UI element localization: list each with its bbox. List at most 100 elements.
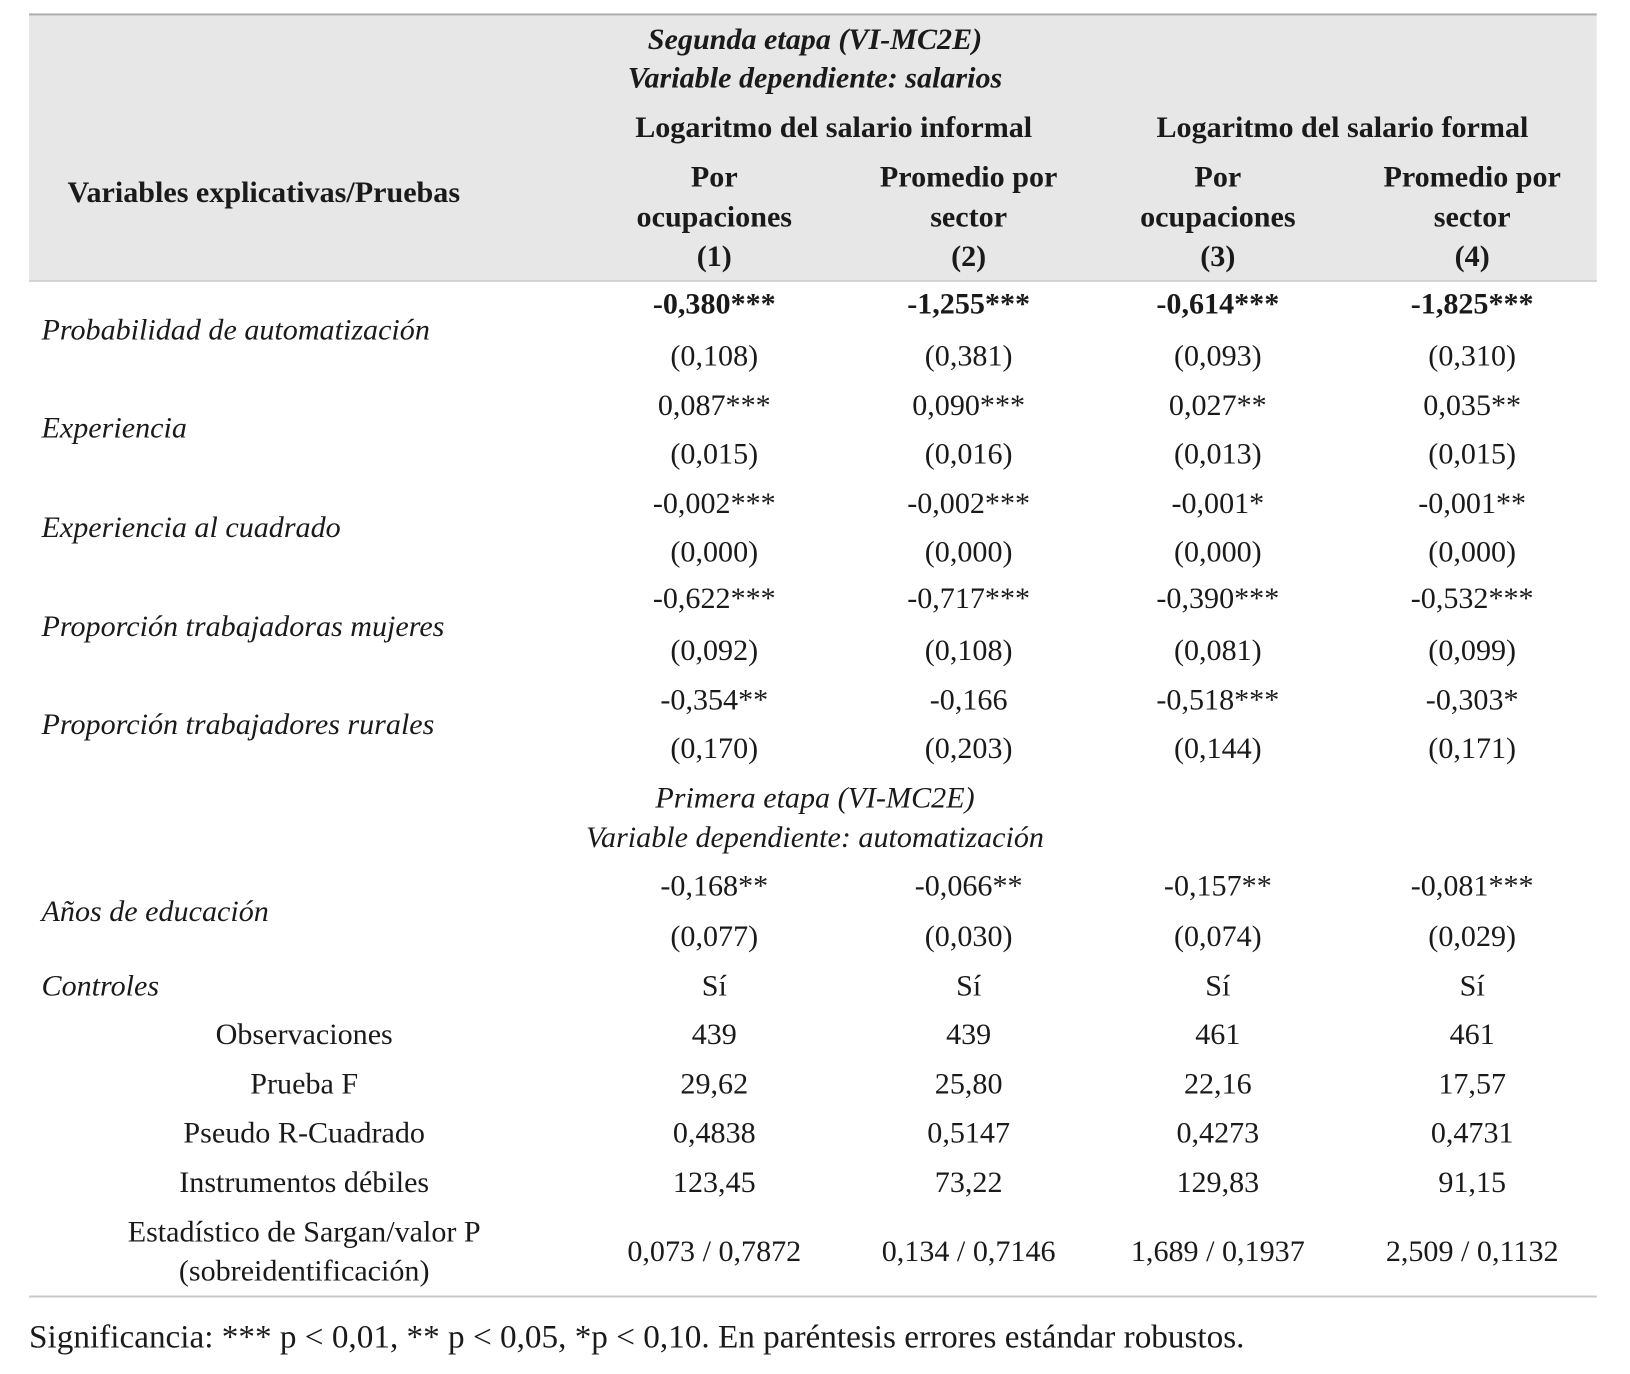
std-error: (0,171): [1428, 732, 1516, 765]
cell: Sí: [1460, 970, 1486, 1003]
coefficient: -0,002***: [907, 487, 1030, 520]
std-error: (0,030): [925, 920, 1013, 953]
cell: 0,134 / 0,7146: [882, 1235, 1056, 1268]
coefficient: -0,614***: [1156, 288, 1279, 321]
cell: Sí: [1205, 970, 1231, 1003]
coefficient: -0,168**: [660, 869, 768, 902]
cell: 439: [692, 1018, 737, 1051]
std-error: (0,015): [1428, 438, 1516, 471]
cell: 461: [1195, 1018, 1240, 1051]
cell: 91,15: [1438, 1166, 1506, 1199]
row-label: Experiencia al cuadrado: [41, 511, 341, 544]
stat-label: Instrumentos débiles: [179, 1166, 429, 1199]
std-error: (0,029): [1428, 920, 1516, 953]
cell: 0,5147: [927, 1117, 1010, 1150]
std-error: (0,108): [925, 634, 1013, 667]
column-header: sector: [930, 200, 1007, 233]
coefficient: -0,166: [930, 683, 1008, 716]
stage-title: Variable dependiente: automatización: [586, 821, 1044, 854]
std-error: (0,000): [1428, 536, 1516, 569]
row-label: Controles: [42, 970, 160, 1003]
stat-label: (sobreidentificación): [179, 1255, 430, 1288]
std-error: (0,000): [925, 536, 1013, 569]
cell: 2,509 / 0,1132: [1386, 1235, 1559, 1268]
cell: 439: [946, 1018, 991, 1051]
std-error: (0,092): [670, 634, 758, 667]
std-error: (0,000): [1174, 536, 1262, 569]
stage-title: Segunda etapa (VI-MC2E): [648, 23, 982, 56]
cell: 461: [1450, 1018, 1495, 1051]
cell: 0,4838: [673, 1117, 756, 1150]
coefficient: 0,027**: [1169, 389, 1267, 422]
stage-title: Primera etapa (VI-MC2E): [654, 782, 974, 815]
std-error: (0,144): [1174, 732, 1262, 765]
std-error: (0,074): [1174, 920, 1262, 953]
coefficient: -0,518***: [1156, 683, 1279, 716]
cell: 29,62: [680, 1067, 748, 1100]
coefficient: -0,354**: [660, 683, 768, 716]
cell: 73,22: [935, 1166, 1003, 1199]
column-header: sector: [1434, 200, 1511, 233]
coefficient: -0,001**: [1418, 487, 1526, 520]
coefficient: -0,157**: [1164, 869, 1272, 902]
row-label: Probabilidad de automatización: [41, 314, 430, 347]
coefficient: -0,001*: [1171, 487, 1264, 520]
coefficient: -0,717***: [907, 582, 1030, 615]
std-error: (0,016): [925, 438, 1013, 471]
coefficient: -1,255***: [907, 288, 1030, 321]
row-label: Experiencia: [41, 412, 187, 445]
cell: 22,16: [1184, 1067, 1252, 1100]
coefficient: -0,390***: [1156, 582, 1279, 615]
std-error: (0,093): [1174, 339, 1262, 372]
cell: 0,073 / 0,7872: [627, 1235, 801, 1268]
column-header: (1): [697, 240, 732, 273]
stat-label: Observaciones: [216, 1018, 393, 1051]
coefficient: 0,090***: [912, 389, 1025, 422]
stat-label: Prueba F: [250, 1067, 358, 1100]
cell: 1,689 / 0,1937: [1131, 1235, 1305, 1268]
std-error: (0,013): [1174, 438, 1262, 471]
footnote: Significancia: *** p < 0,01, ** p < 0,05…: [29, 1319, 1244, 1356]
row-label: Años de educación: [40, 895, 269, 928]
std-error: (0,081): [1174, 634, 1262, 667]
header-background: [29, 14, 1597, 281]
coefficient: -0,532***: [1411, 582, 1534, 615]
std-error: (0,000): [670, 536, 758, 569]
std-error: (0,077): [670, 920, 758, 953]
coefficient: -0,380***: [653, 288, 776, 321]
stage-title: Variable dependiente: salarios: [628, 62, 1002, 95]
std-error: (0,108): [670, 339, 758, 372]
cell: 123,45: [673, 1166, 756, 1199]
coefficient: -0,081***: [1411, 869, 1534, 902]
row-label: Proporción trabajadoras mujeres: [41, 610, 445, 643]
column-header: Por: [1194, 161, 1241, 194]
std-error: (0,099): [1428, 634, 1516, 667]
coefficient: -1,825***: [1411, 288, 1534, 321]
cell: Sí: [702, 970, 728, 1003]
cell: 0,4273: [1176, 1117, 1259, 1150]
column-header: Por: [691, 161, 738, 194]
stat-label: Estadístico de Sargan/valor P: [128, 1215, 481, 1248]
std-error: (0,015): [670, 438, 758, 471]
cell: Sí: [956, 970, 982, 1003]
column-header: ocupaciones: [637, 200, 792, 233]
stub-header: Variables explicativas/Pruebas: [67, 176, 460, 209]
coefficient: -0,303*: [1426, 683, 1519, 716]
column-header: Promedio por: [880, 161, 1057, 194]
coefficient: -0,066**: [915, 869, 1023, 902]
row-label: Proporción trabajadores rurales: [41, 708, 435, 741]
coefficient: 0,035**: [1423, 389, 1521, 422]
group-header: Logaritmo del salario formal: [1156, 111, 1528, 144]
cell: 129,83: [1176, 1166, 1259, 1199]
group-header: Logaritmo del salario informal: [635, 111, 1032, 144]
coefficient: -0,002***: [653, 487, 776, 520]
stat-label: Pseudo R-Cuadrado: [183, 1117, 425, 1150]
std-error: (0,203): [925, 732, 1013, 765]
coefficient: 0,087***: [658, 389, 771, 422]
column-header: (4): [1455, 240, 1490, 273]
column-header: (3): [1200, 240, 1235, 273]
column-header: ocupaciones: [1140, 200, 1295, 233]
std-error: (0,170): [670, 732, 758, 765]
